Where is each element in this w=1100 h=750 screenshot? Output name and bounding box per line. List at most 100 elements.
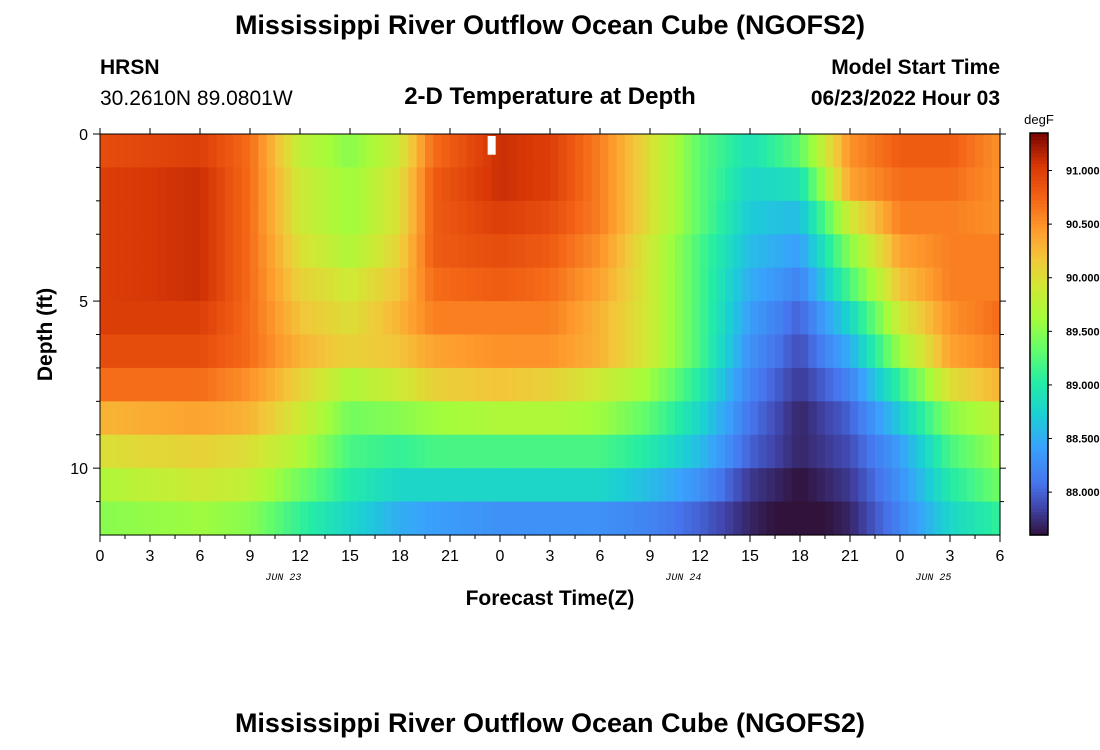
- heatmap-cell: [491, 301, 501, 336]
- heatmap-cell: [391, 367, 401, 402]
- heatmap-cell: [733, 301, 743, 336]
- heatmap-cell: [216, 167, 226, 202]
- heatmap-cell: [108, 301, 118, 336]
- colorbar-segment: [1030, 179, 1048, 184]
- heatmap-cell: [800, 434, 809, 469]
- heatmap-cell: [633, 401, 643, 436]
- heatmap-cell: [541, 267, 551, 302]
- heatmap-cell: [650, 401, 659, 436]
- heatmap-cell: [533, 334, 543, 369]
- colorbar-segment: [1030, 484, 1048, 489]
- heatmap-cell: [375, 167, 384, 202]
- heatmap-cell: [708, 468, 718, 503]
- page-title: Mississippi River Outflow Ocean Cube (NG…: [234, 10, 866, 40]
- heatmap-cell: [908, 434, 918, 469]
- heatmap-cell: [325, 200, 334, 235]
- heatmap-cell: [691, 468, 701, 503]
- heatmap-cell: [791, 334, 801, 369]
- heatmap-cell: [983, 401, 993, 436]
- heatmap-cell: [725, 434, 734, 469]
- heatmap-cell: [391, 501, 401, 536]
- heatmap-cell: [950, 134, 959, 169]
- heatmap-cell: [333, 301, 343, 336]
- heatmap-cell: [608, 367, 618, 402]
- heatmap-cell: [900, 434, 909, 469]
- heatmap-cell: [883, 301, 893, 336]
- heatmap-cell: [358, 501, 368, 536]
- heatmap-cell: [358, 301, 368, 336]
- heatmap-cell: [458, 334, 468, 369]
- heatmap-cell: [666, 200, 676, 235]
- colorbar-segment: [1030, 350, 1048, 355]
- heatmap-cell: [483, 367, 493, 402]
- heatmap-cell: [691, 401, 701, 436]
- heatmap-cell: [266, 167, 276, 202]
- heatmap-cell: [408, 200, 418, 235]
- heatmap-cell: [491, 200, 501, 235]
- heatmap-cell: [733, 134, 743, 169]
- heatmap-cell: [866, 434, 876, 469]
- heatmap-cell: [466, 367, 476, 402]
- heatmap-cell: [883, 134, 893, 169]
- heatmap-cell: [508, 267, 518, 302]
- heatmap-cell: [916, 134, 926, 169]
- colorbar-segment: [1030, 347, 1048, 352]
- heatmap-cell: [891, 134, 901, 169]
- heatmap-cell: [641, 434, 651, 469]
- heatmap-cell: [691, 134, 701, 169]
- colorbar-segment: [1030, 434, 1048, 439]
- heatmap-cell: [291, 401, 301, 436]
- heatmap-cell: [591, 434, 601, 469]
- heatmap-cell: [416, 501, 426, 536]
- heatmap-cell: [208, 434, 218, 469]
- heatmap-cell: [858, 501, 868, 536]
- heatmap-cell: [966, 501, 976, 536]
- colorbar-segment: [1030, 401, 1048, 405]
- heatmap-cell: [950, 334, 959, 369]
- colorbar-segment: [1030, 189, 1048, 194]
- heatmap-cell: [366, 167, 376, 202]
- heatmap-cell: [625, 468, 634, 503]
- heatmap-cell: [650, 434, 659, 469]
- heatmap-cell: [558, 134, 568, 169]
- heatmap-cell: [225, 267, 234, 302]
- heatmap-cell: [908, 167, 918, 202]
- heatmap-cell: [625, 134, 634, 169]
- colorbar-segment: [1030, 149, 1048, 154]
- heatmap-cell: [433, 434, 443, 469]
- x-axis-label: Forecast Time(Z): [466, 587, 635, 610]
- heatmap-cell: [975, 267, 984, 302]
- heatmap-cell: [450, 468, 459, 503]
- heatmap-cell: [550, 401, 559, 436]
- heatmap-cell: [925, 301, 934, 336]
- heatmap-cell: [616, 434, 626, 469]
- heatmap-cell: [741, 334, 751, 369]
- heatmap-cell: [466, 434, 476, 469]
- heatmap-cell: [816, 434, 826, 469]
- heatmap-cell: [250, 468, 259, 503]
- colorbar-segment: [1030, 200, 1048, 204]
- heatmap-cell: [925, 501, 934, 536]
- colorbar-segment: [1030, 216, 1048, 221]
- heatmap-cell: [766, 200, 776, 235]
- heatmap-cell: [575, 200, 584, 235]
- heatmap-cell: [741, 200, 751, 235]
- colorbar-segment: [1030, 273, 1048, 278]
- heatmap-cell: [133, 501, 143, 536]
- heatmap-cell: [300, 200, 309, 235]
- heatmap-cell: [508, 401, 518, 436]
- heatmap-cell: [483, 267, 493, 302]
- heatmap-cell: [525, 200, 534, 235]
- heatmap-cell: [983, 434, 993, 469]
- heatmap-cell: [875, 234, 884, 269]
- heatmap-cell: [175, 167, 184, 202]
- heatmap-cell: [625, 167, 634, 202]
- heatmap-cell: [158, 468, 168, 503]
- heatmap-cell: [716, 167, 726, 202]
- heatmap-cell: [708, 167, 718, 202]
- colorbar-segment: [1030, 210, 1048, 214]
- heatmap-cell: [266, 267, 276, 302]
- heatmap-cell: [975, 234, 984, 269]
- heatmap-cell: [858, 267, 868, 302]
- heatmap-cell: [808, 334, 818, 369]
